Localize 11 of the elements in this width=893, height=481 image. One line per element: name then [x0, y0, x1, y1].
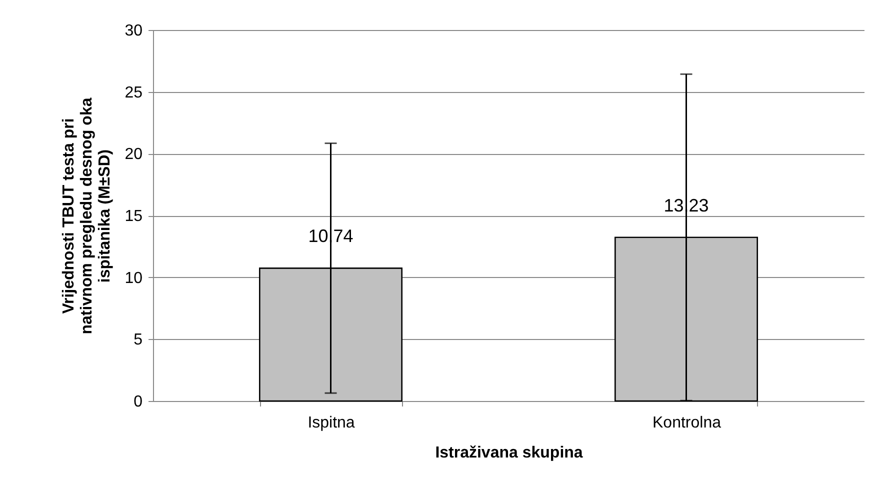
x-axis-title: Istraživana skupina [435, 444, 583, 462]
y-tick-label: 25 [124, 84, 143, 102]
y-tick-label: 30 [124, 22, 143, 40]
y-axis-title: Vrijednosti TBUT testa pri nativnom pregledu desnog oka ispitanika (M±SD) [60, 98, 114, 334]
y-tick-label: 5 [134, 332, 143, 349]
y-tick-label: 20 [124, 146, 143, 164]
x-tick-label: Ispitna [308, 414, 355, 432]
y-tick-label: 0 [134, 394, 143, 410]
y-tick-label: 15 [124, 208, 143, 225]
y-tick-label: 10 [124, 270, 143, 287]
x-tick-label: Kontrolna [652, 414, 722, 432]
